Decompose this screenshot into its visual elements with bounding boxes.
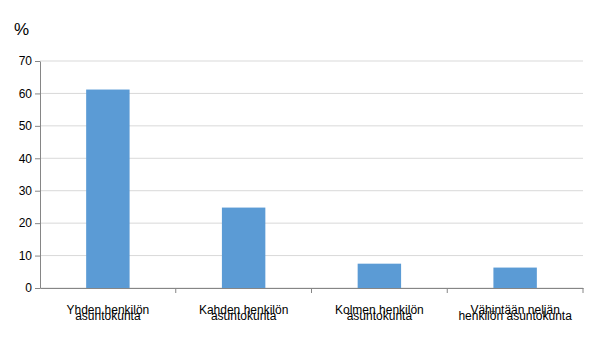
grid bbox=[40, 61, 583, 288]
chart: 0 10 20 30 40 50 60 70 Yhden henkilönasuntokunta… bbox=[0, 0, 601, 346]
bars bbox=[86, 90, 537, 288]
tick-label: 30 bbox=[19, 184, 33, 198]
tick: 30 bbox=[19, 184, 40, 198]
tick-label: Kolmen henkilönasuntokunta bbox=[335, 303, 424, 323]
category-separator bbox=[447, 288, 448, 293]
plot: 0 10 20 30 40 50 60 70 Yhden henkilönasuntokunta… bbox=[19, 54, 584, 323]
tick-mark bbox=[35, 93, 40, 94]
tick-label-line: asuntokunta bbox=[347, 309, 413, 323]
tick: 10 bbox=[19, 249, 40, 263]
grid-line bbox=[40, 61, 583, 62]
tick-label: Vähintään neljänhenkilön asuntokunta bbox=[458, 303, 572, 323]
tick-label-line: henkilön asuntokunta bbox=[458, 309, 572, 323]
axis-line bbox=[40, 62, 41, 289]
tick-mark bbox=[35, 191, 40, 192]
tick: 40 bbox=[19, 152, 40, 166]
category-separator bbox=[583, 288, 584, 293]
tick-label-line: asuntokunta bbox=[75, 309, 141, 323]
tick-label: 60 bbox=[19, 87, 33, 101]
tick-mark bbox=[35, 223, 40, 224]
tick-label: 50 bbox=[19, 119, 33, 133]
tick-mark bbox=[35, 158, 40, 159]
tick-label: 0 bbox=[25, 281, 32, 295]
tick-label: 40 bbox=[19, 152, 33, 166]
bar bbox=[493, 268, 536, 288]
x-axis: Yhden henkilönasuntokunta Kahden henkilön… bbox=[41, 289, 584, 324]
tick-mark bbox=[35, 126, 40, 127]
tick: Kahden henkilönasuntokunta bbox=[199, 303, 288, 323]
tick: Yhden henkilönasuntokunta bbox=[67, 303, 150, 323]
tick: 50 bbox=[19, 119, 40, 133]
bar bbox=[358, 264, 401, 288]
tick-mark bbox=[35, 256, 40, 257]
bar bbox=[86, 90, 129, 288]
tick-label: 70 bbox=[19, 54, 33, 68]
category-separator bbox=[175, 288, 176, 293]
tick: Vähintään neljänhenkilön asuntokunta bbox=[458, 303, 572, 323]
tick: Kolmen henkilönasuntokunta bbox=[335, 303, 424, 323]
tick-mark bbox=[35, 288, 40, 289]
y-axis-label: % bbox=[14, 20, 29, 39]
bar bbox=[222, 208, 265, 288]
tick-label-line: asuntokunta bbox=[211, 309, 277, 323]
tick-label: Kahden henkilönasuntokunta bbox=[199, 303, 288, 323]
tick-label: 20 bbox=[19, 216, 33, 230]
tick: 60 bbox=[19, 87, 40, 101]
y-axis: 0 10 20 30 40 50 60 70 bbox=[19, 54, 41, 295]
tick: 70 bbox=[19, 54, 40, 68]
tick: 20 bbox=[19, 216, 40, 230]
tick-label: Yhden henkilönasuntokunta bbox=[67, 303, 150, 323]
tick-mark bbox=[35, 61, 40, 62]
tick-label: 10 bbox=[19, 249, 33, 263]
category-separator bbox=[311, 288, 312, 293]
tick: 0 bbox=[25, 281, 40, 295]
